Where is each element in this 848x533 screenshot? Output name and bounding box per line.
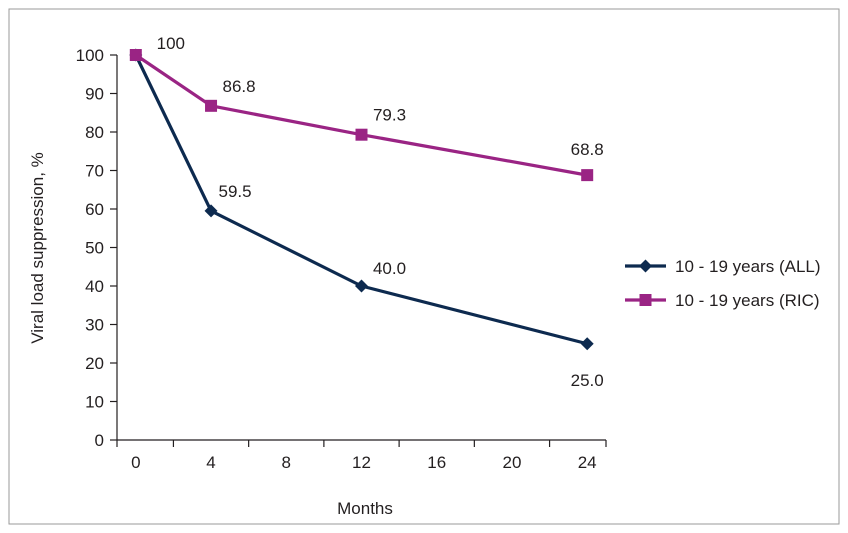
- x-tick-label: 4: [206, 453, 215, 472]
- legend-item: 10 - 19 years (RIC): [625, 291, 820, 310]
- series-1: 100 86.8 79.3 68.8: [129, 34, 604, 182]
- data-label: 86.8: [222, 77, 255, 96]
- chart-frame: [8, 8, 840, 525]
- series-0-point: [355, 279, 368, 293]
- y-tick-label: 60: [85, 200, 104, 219]
- x-axis-title: Months: [337, 499, 393, 518]
- y-tick-label: 0: [95, 431, 104, 450]
- x-tick-label: 16: [427, 453, 446, 472]
- y-tick-label: 50: [85, 239, 104, 258]
- data-label: 25.0: [571, 371, 604, 390]
- series-layer: 59.5 40.0 25.0 100 86.8 79.3 68.8: [129, 34, 604, 390]
- series-0-point: [580, 337, 594, 351]
- series-1-point: [639, 294, 652, 306]
- y-axis-ticks: 0 10 20 30 40 50 60 70 80 90 100: [76, 46, 117, 450]
- series-0-line: [134, 54, 588, 346]
- x-tick-label: 20: [503, 453, 522, 472]
- legend-label: 10 - 19 years (ALL): [675, 257, 821, 276]
- data-label: 59.5: [218, 182, 251, 201]
- y-axis-title: Viral load suppression, %: [28, 152, 47, 344]
- series-1-line: [134, 53, 588, 177]
- series-1-point: [129, 49, 142, 61]
- series-0-point: [204, 204, 218, 218]
- y-tick-label: 100: [76, 46, 104, 65]
- series-1-point: [205, 99, 218, 112]
- y-tick-label: 90: [85, 85, 104, 104]
- x-tick-label: 0: [131, 453, 140, 472]
- x-tick-label: 24: [578, 453, 597, 472]
- data-label: 100: [157, 34, 185, 53]
- y-tick-label: 80: [85, 123, 104, 142]
- y-tick-label: 70: [85, 162, 104, 181]
- data-label: 40.0: [373, 259, 406, 278]
- series-1-point: [581, 169, 594, 182]
- x-tick-label: 12: [352, 453, 371, 472]
- x-axis-ticks: 0 4 8 12 16 20 24: [116, 440, 607, 472]
- data-label: 79.3: [373, 106, 406, 125]
- series-1-point: [355, 128, 368, 141]
- y-tick-label: 10: [85, 393, 104, 412]
- y-tick-label: 40: [85, 277, 104, 296]
- legend-item: 10 - 19 years (ALL): [625, 257, 821, 276]
- data-label: 68.8: [571, 140, 604, 159]
- series-0-point: [639, 259, 652, 273]
- y-tick-label: 30: [85, 316, 104, 335]
- y-tick-label: 20: [85, 354, 104, 373]
- x-tick-label: 8: [282, 453, 291, 472]
- legend-label: 10 - 19 years (RIC): [675, 291, 820, 310]
- legend: 10 - 19 years (ALL) 10 - 19 years (RIC): [625, 257, 821, 310]
